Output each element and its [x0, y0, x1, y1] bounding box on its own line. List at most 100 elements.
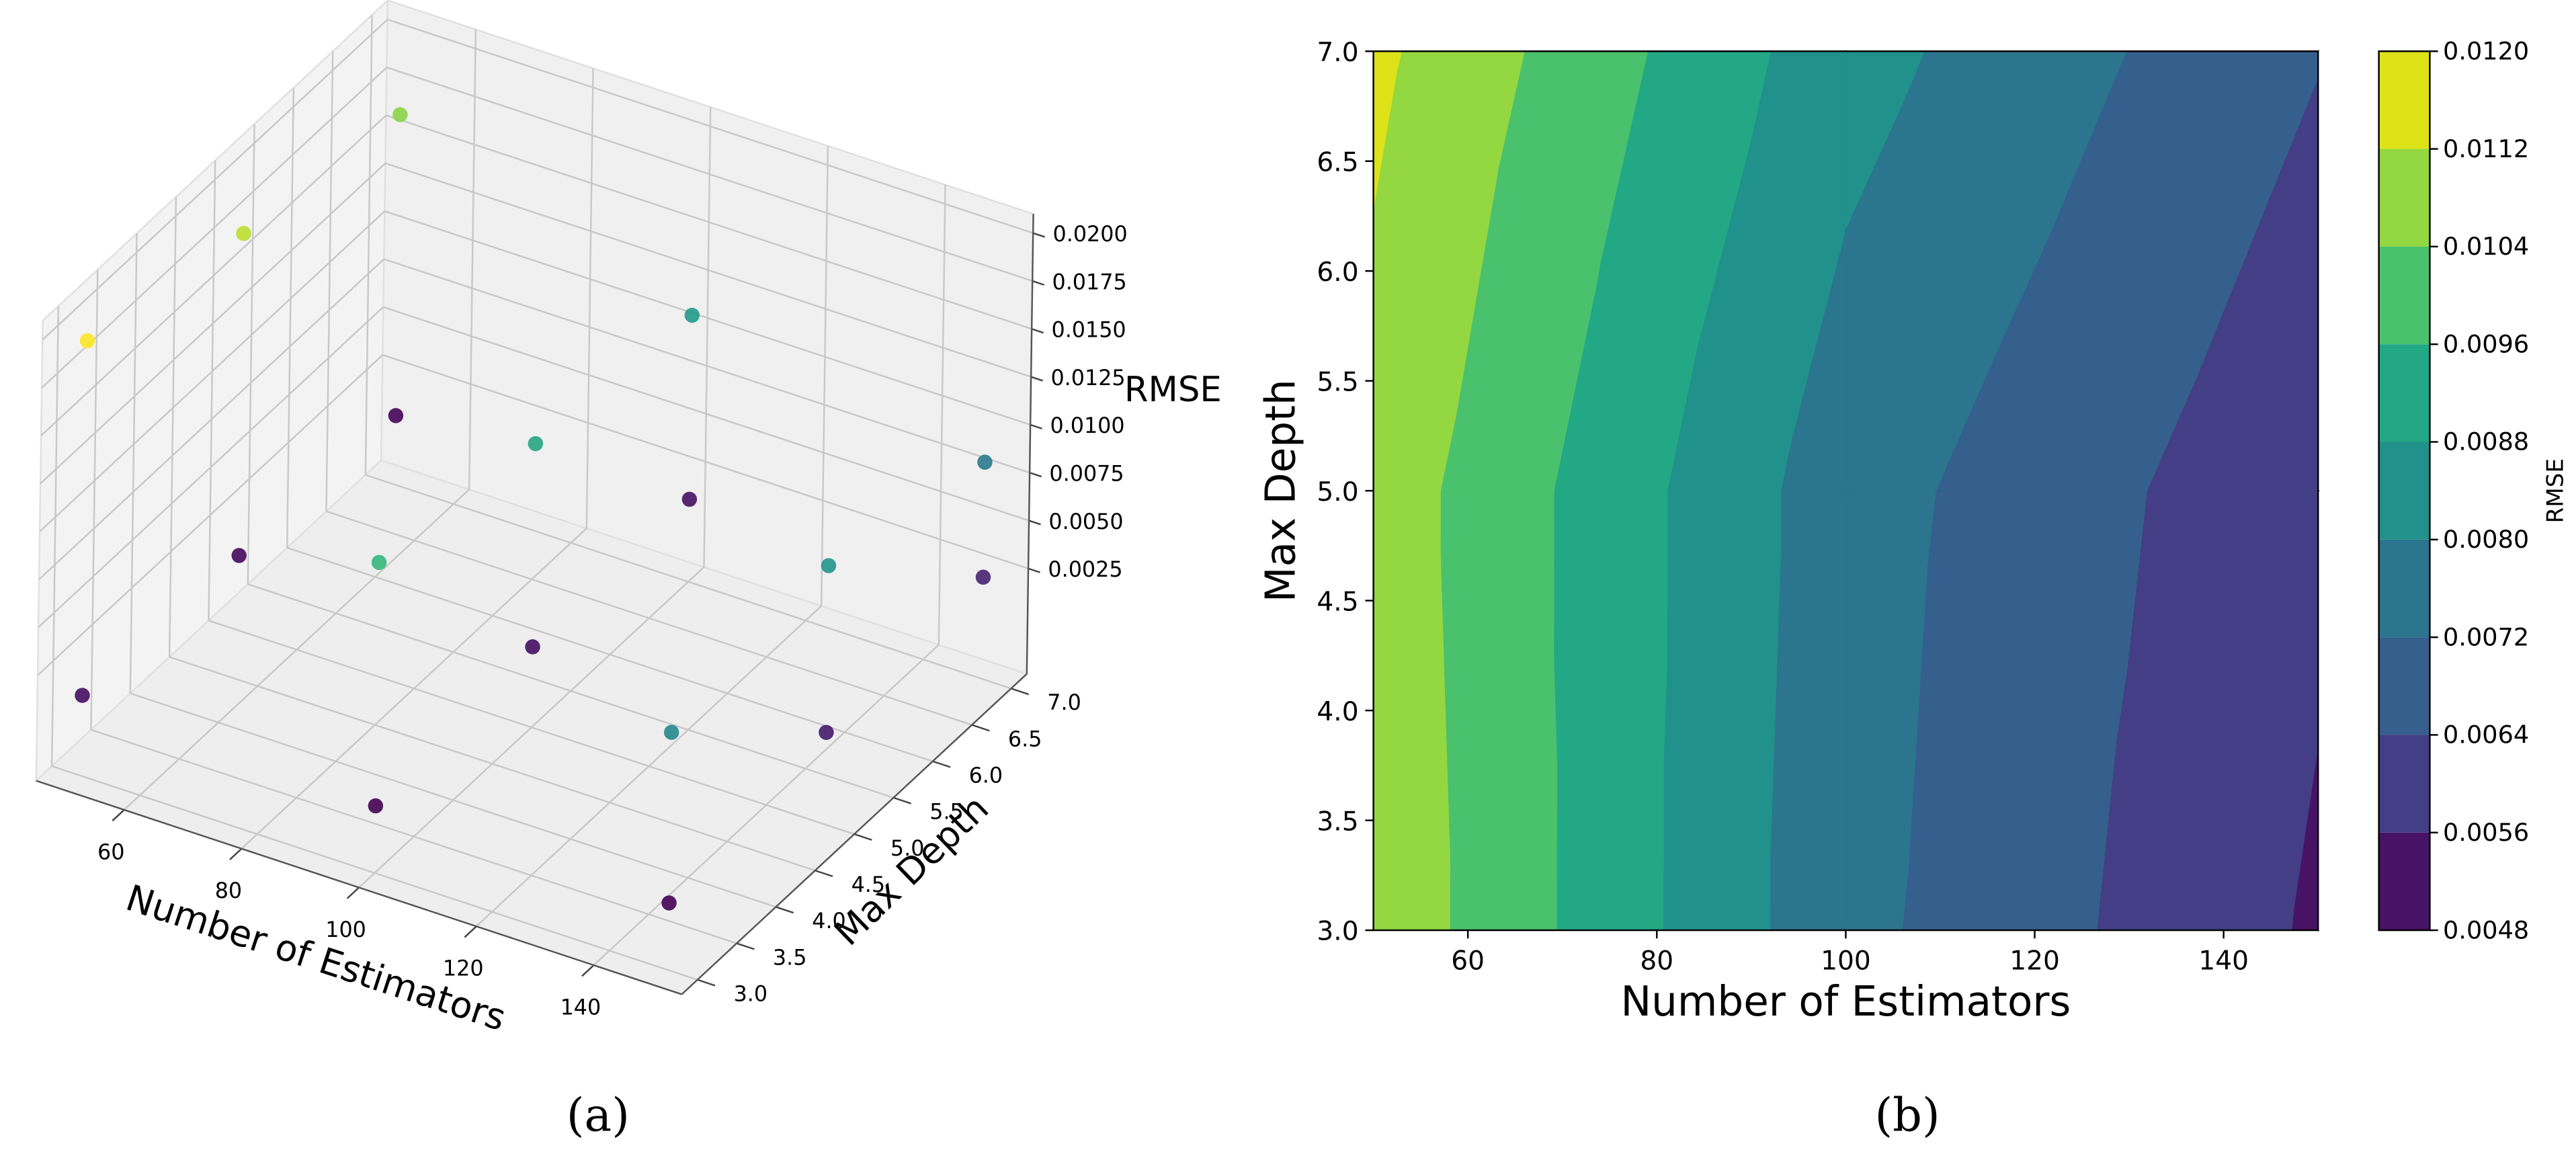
contour-band — [1769, 489, 1847, 932]
z-tick-label: 0.0200 — [1053, 222, 1128, 247]
tick-mark — [1031, 328, 1044, 334]
point — [525, 639, 540, 655]
tick-mark — [346, 887, 360, 899]
x-tick-label: 140 — [2198, 946, 2249, 977]
grid-line — [585, 68, 594, 529]
grid-line — [385, 162, 1032, 378]
y-tick-label: 5.0 — [890, 837, 925, 861]
point — [684, 307, 700, 323]
y-tick-label: 4.5 — [1317, 587, 1358, 617]
tick-mark — [581, 964, 595, 977]
x-tick-label: 120 — [443, 957, 484, 981]
colorbar-band — [2378, 51, 2430, 149]
colorbar-tick-label: 0.0064 — [2443, 720, 2529, 749]
x-tick-label: 60 — [97, 840, 124, 864]
tick-mark — [697, 979, 716, 987]
point — [977, 454, 993, 470]
colorbar-band — [2378, 149, 2430, 247]
colorbar-label: RMSE — [2542, 458, 2569, 524]
z-axis — [1026, 214, 1034, 674]
grid-line — [364, 15, 373, 475]
grid-line — [325, 51, 334, 511]
y-tick-label: 6.5 — [1008, 727, 1042, 751]
y-tick-label: 6.5 — [1317, 147, 1358, 177]
y-tick-label: 3.5 — [773, 946, 807, 970]
grid-line — [41, 67, 388, 388]
grid-line — [42, 19, 388, 341]
z-axis-label: RMSE — [1124, 370, 1222, 410]
colorbar-band — [2378, 246, 2430, 345]
tick-mark — [971, 724, 990, 732]
colorbar-tick-label: 0.0112 — [2443, 134, 2529, 163]
y-tick-label: 4.0 — [1317, 697, 1358, 727]
grid-line — [208, 160, 216, 621]
y-tick-label: 5.5 — [1317, 367, 1358, 397]
grid-line — [365, 474, 1011, 690]
colorbar-band — [2378, 637, 2430, 735]
grid-line — [38, 258, 385, 581]
y-tick-label: 4.5 — [851, 873, 886, 897]
grid-line — [382, 354, 1029, 570]
grid-line — [386, 67, 1033, 282]
colorbar-tick-label: 0.0056 — [2443, 818, 2529, 847]
point — [392, 107, 408, 122]
x-axis — [36, 780, 682, 995]
tick-mark — [1011, 688, 1030, 696]
colorbar-tick-label: 0.0072 — [2443, 622, 2529, 651]
tick-mark — [229, 848, 243, 860]
tick-mark — [112, 809, 125, 822]
point — [661, 895, 677, 911]
point — [75, 688, 90, 703]
point — [236, 226, 251, 241]
contour-band — [1845, 102, 2048, 493]
grid-line — [286, 87, 295, 548]
tick-mark — [815, 870, 833, 878]
tick-mark — [1030, 376, 1043, 382]
grid-line — [40, 162, 386, 485]
point — [231, 548, 247, 563]
point — [79, 333, 95, 349]
y-tick-label: 7.0 — [1317, 38, 1358, 68]
grid-line — [938, 184, 946, 645]
z-tick-label: 0.0175 — [1052, 270, 1127, 294]
grid-line — [384, 258, 1030, 474]
y-tick-label: 6.0 — [969, 764, 1003, 788]
grid-line — [50, 306, 60, 766]
grid-line — [37, 354, 384, 676]
colorbar-band — [2378, 344, 2430, 442]
x-axis-label: Number of Estimators — [1620, 978, 2071, 1026]
y-tick-label: 4.0 — [812, 909, 846, 934]
colorbar-tick-label: 0.0088 — [2443, 427, 2529, 456]
point — [821, 558, 837, 573]
z-tick-label: 0.0100 — [1050, 414, 1124, 438]
caption: (a) — [567, 1088, 630, 1142]
colorbar-band — [2378, 539, 2430, 638]
grid-line — [169, 656, 816, 872]
x-tick-label: 60 — [1451, 946, 1485, 977]
grid-line — [468, 29, 477, 490]
contour-band — [1845, 50, 1903, 229]
y-axis — [681, 673, 1028, 995]
y-tick-label: 7.0 — [1047, 691, 1081, 715]
z-tick-label: 0.0050 — [1048, 510, 1123, 534]
grid-line — [168, 196, 177, 657]
z-tick-label: 0.0125 — [1050, 366, 1125, 390]
colorbar-tick-label: 0.0120 — [2443, 36, 2529, 65]
grid-line — [247, 124, 255, 585]
colorbar-tick-label: 0.0048 — [2443, 915, 2529, 944]
colorbar-tick-label: 0.0096 — [2443, 329, 2529, 358]
tick-mark — [1028, 520, 1041, 526]
tick-mark — [464, 925, 477, 938]
point — [819, 725, 834, 740]
grid-line — [384, 210, 1031, 426]
grid-line — [40, 114, 387, 437]
colorbar-band — [2378, 832, 2430, 931]
point — [371, 554, 387, 571]
tick-mark — [932, 760, 951, 768]
grid-line — [326, 510, 972, 726]
tick-mark — [1032, 232, 1046, 238]
grid-line — [51, 765, 698, 981]
point — [663, 725, 679, 740]
grid-line — [129, 233, 138, 694]
